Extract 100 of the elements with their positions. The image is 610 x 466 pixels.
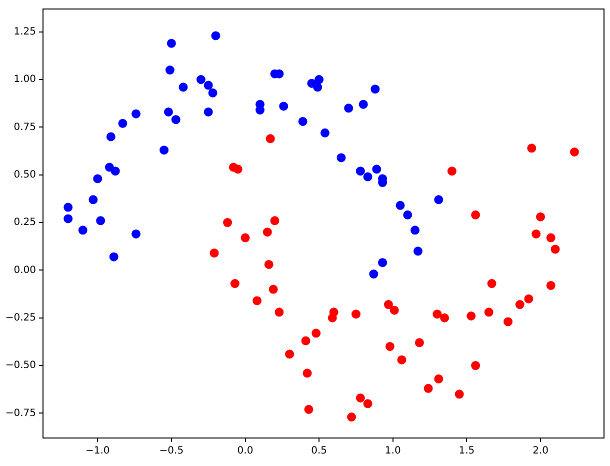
point: [396, 200, 405, 210]
point: [397, 355, 406, 364]
point: [118, 118, 128, 128]
x-tick-label: 1.5: [458, 446, 475, 457]
point: [378, 258, 388, 268]
point: [570, 148, 579, 156]
point: [304, 404, 314, 414]
point: [109, 252, 118, 262]
y-tick-label: 1.25: [14, 26, 36, 38]
point: [96, 216, 106, 226]
point: [356, 166, 365, 176]
point: [370, 84, 380, 94]
y-tick-label: 0.50: [14, 169, 36, 180]
point: [208, 88, 218, 98]
y-tick-label: −0.75: [5, 408, 36, 419]
point: [484, 308, 494, 317]
point: [164, 107, 173, 116]
point: [432, 310, 442, 319]
point: [372, 164, 382, 174]
point: [196, 75, 206, 84]
point: [328, 313, 337, 322]
point: [252, 296, 262, 306]
x-tick-label: 1.0: [384, 446, 401, 457]
y-tick-label: 0.25: [14, 217, 36, 228]
point: [515, 300, 524, 310]
point: [487, 279, 496, 288]
point: [302, 368, 312, 378]
point: [532, 229, 541, 238]
point: [106, 132, 116, 142]
point: [434, 195, 444, 204]
point: [268, 284, 278, 294]
point: [447, 166, 456, 176]
point: [414, 338, 424, 348]
point: [204, 107, 213, 116]
point: [536, 212, 546, 222]
point: [471, 361, 480, 370]
point: [403, 210, 412, 220]
y-tick-label: 0.00: [14, 264, 36, 276]
point: [344, 104, 354, 113]
point: [546, 233, 556, 242]
y-tick-label: −0.50: [5, 360, 36, 372]
point: [160, 146, 169, 155]
point: [204, 80, 213, 90]
point: [312, 328, 321, 338]
point: [270, 216, 280, 226]
point: [313, 82, 322, 92]
x-tick-label: 0.5: [311, 446, 328, 457]
point: [347, 412, 356, 422]
point: [223, 218, 232, 228]
point: [440, 313, 450, 322]
point: [132, 109, 141, 118]
point: [369, 270, 378, 279]
point: [504, 317, 513, 326]
point: [527, 144, 536, 153]
point: [233, 164, 242, 174]
point: [424, 384, 433, 393]
point: [230, 279, 240, 288]
point: [390, 306, 399, 315]
point: [454, 390, 464, 399]
point: [262, 228, 272, 237]
point: [171, 115, 180, 124]
point: [413, 246, 422, 256]
x-tick-label: −1.0: [85, 446, 110, 457]
y-tick-label: −0.25: [5, 312, 36, 324]
point: [264, 260, 274, 269]
point: [363, 399, 372, 408]
point: [356, 393, 365, 402]
point: [301, 336, 310, 346]
point: [363, 172, 372, 182]
x-tick-label: 0.0: [237, 446, 254, 457]
point: [524, 294, 534, 304]
point: [434, 374, 444, 384]
point: [550, 244, 560, 254]
point: [274, 308, 284, 317]
point: [351, 310, 360, 319]
point: [210, 248, 219, 258]
point: [178, 82, 188, 92]
point: [166, 38, 176, 48]
point: [88, 195, 98, 204]
point: [266, 134, 275, 144]
y-tick-label: 0.75: [14, 122, 36, 133]
point: [385, 342, 394, 351]
point: [336, 153, 346, 162]
point: [240, 233, 250, 242]
point: [285, 350, 294, 359]
point: [132, 229, 141, 238]
point: [298, 116, 308, 126]
point: [93, 174, 102, 184]
point: [384, 300, 393, 310]
x-tick-label: −0.5: [159, 446, 184, 457]
point: [78, 226, 88, 235]
point: [110, 166, 120, 176]
point: [165, 66, 174, 75]
x-tick-label: 2.0: [532, 446, 548, 457]
point: [64, 202, 73, 212]
point: [320, 128, 330, 138]
point: [358, 100, 368, 109]
point: [466, 311, 476, 320]
point: [471, 210, 480, 220]
point: [211, 31, 220, 40]
